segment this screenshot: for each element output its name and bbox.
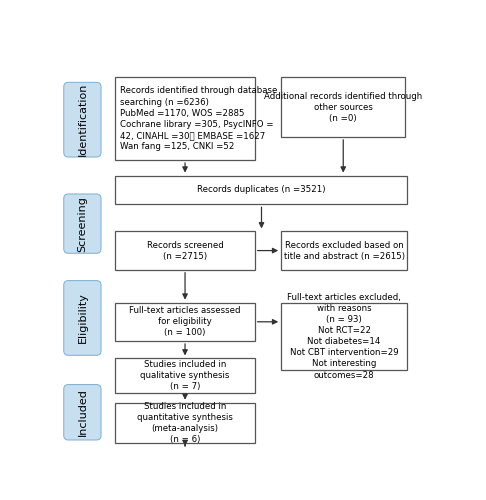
Text: Eligibility: Eligibility bbox=[77, 292, 87, 344]
Text: Records screened
(n =2715): Records screened (n =2715) bbox=[147, 240, 224, 260]
FancyBboxPatch shape bbox=[281, 232, 407, 270]
Text: Included: Included bbox=[77, 388, 87, 436]
FancyBboxPatch shape bbox=[64, 194, 101, 254]
FancyBboxPatch shape bbox=[281, 78, 405, 137]
FancyBboxPatch shape bbox=[115, 302, 255, 341]
FancyBboxPatch shape bbox=[115, 402, 255, 443]
FancyBboxPatch shape bbox=[281, 302, 407, 370]
Text: Studies included in
qualitative synthesis
(n = 7): Studies included in qualitative synthesi… bbox=[140, 360, 230, 392]
Text: Full-text articles assessed
for eligibility
(n = 100): Full-text articles assessed for eligibil… bbox=[129, 306, 241, 338]
Text: Records excluded based on
title and abstract (n =2615): Records excluded based on title and abst… bbox=[284, 240, 405, 260]
FancyBboxPatch shape bbox=[64, 82, 101, 157]
Text: Records duplicates (n =3521): Records duplicates (n =3521) bbox=[197, 186, 326, 194]
Text: Records identified through database
searching (n =6236)
PubMed =1170, WOS =2885
: Records identified through database sear… bbox=[120, 86, 277, 151]
Text: Additional records identified through
other sources
(n =0): Additional records identified through ot… bbox=[264, 92, 422, 123]
Text: Identification: Identification bbox=[77, 83, 87, 156]
FancyBboxPatch shape bbox=[64, 384, 101, 440]
FancyBboxPatch shape bbox=[115, 232, 255, 270]
Text: Studies included in
quantitative synthesis
(meta-analysis)
(n = 6): Studies included in quantitative synthes… bbox=[137, 402, 233, 444]
FancyBboxPatch shape bbox=[64, 280, 101, 355]
FancyBboxPatch shape bbox=[115, 78, 255, 160]
FancyBboxPatch shape bbox=[115, 176, 407, 204]
Text: Full-text articles excluded,
with reasons
(n = 93)
Not RCT=22
Not diabetes=14
No: Full-text articles excluded, with reason… bbox=[287, 293, 401, 380]
FancyBboxPatch shape bbox=[115, 358, 255, 393]
Text: Screening: Screening bbox=[77, 196, 87, 252]
